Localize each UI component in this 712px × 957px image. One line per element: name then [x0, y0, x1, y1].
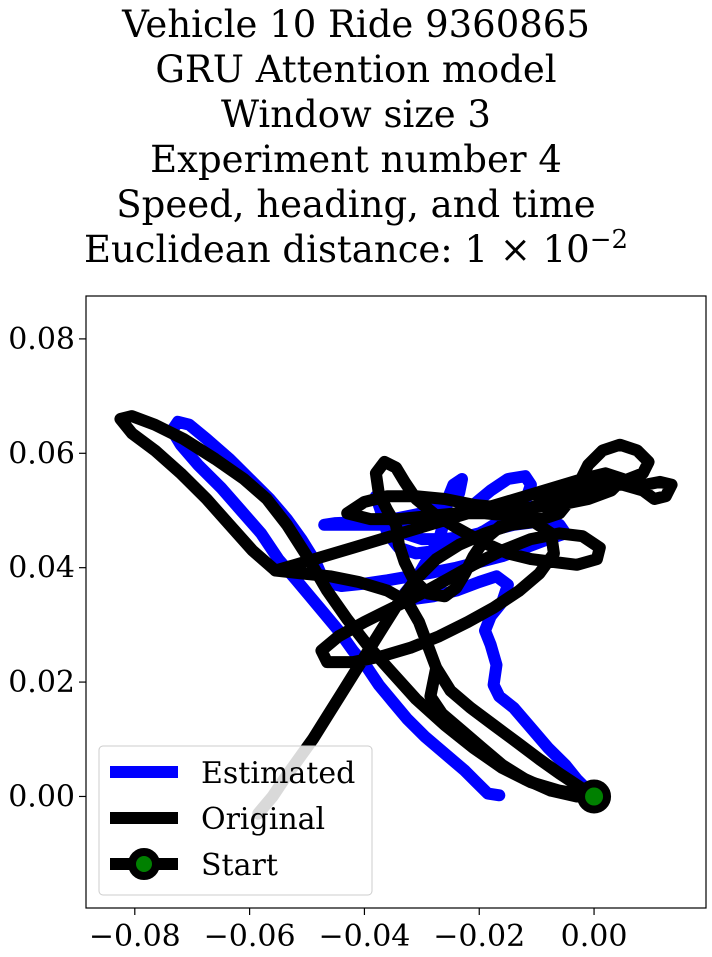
legend-start-marker [128, 848, 160, 880]
chart-title: Vehicle 10 Ride 9360865 GRU Attention mo… [0, 2, 712, 272]
y-tick-label: 0.06 [8, 436, 75, 471]
title-line-6: Euclidean distance: 1 × 10−2 [0, 227, 712, 272]
legend-label-estimated: Estimated [201, 756, 355, 791]
axis-ticks: −0.08 −0.06 −0.04 −0.02 0.00 0.00 0.02 0.04 0.06… [8, 322, 627, 954]
title-distance-text: Euclidean distance: 1 × 10 [83, 228, 590, 271]
title-line-1: Vehicle 10 Ride 9360865 [122, 3, 590, 46]
series-line-original [252, 438, 678, 820]
y-tick-label: 0.02 [8, 665, 75, 700]
legend-box [98, 745, 373, 896]
y-tick-label: 0.00 [8, 779, 75, 814]
plot-frame [85, 295, 707, 909]
title-line-4: Experiment number 4 [150, 138, 562, 181]
title-line-5: Speed, heading, and time [116, 183, 596, 226]
series-line-original-segment-b [114, 410, 601, 803]
title-line-2: GRU Attention model [155, 48, 557, 91]
series-layer [114, 410, 678, 820]
legend-label-start: Start [201, 848, 278, 883]
x-tick-label: −0.04 [318, 919, 410, 954]
y-tick-label: 0.04 [8, 551, 75, 586]
legend: Estimated Original Start [98, 745, 373, 896]
y-tick-label: 0.08 [8, 322, 75, 357]
legend-label-original: Original [201, 802, 325, 837]
x-tick-label: 0.00 [561, 919, 628, 954]
start-marker [577, 779, 612, 814]
title-distance-exponent: −2 [589, 225, 629, 255]
title-line-3: Window size 3 [221, 93, 491, 136]
x-tick-label: −0.06 [204, 919, 296, 954]
x-tick-label: −0.02 [433, 919, 525, 954]
x-tick-label: −0.08 [89, 919, 181, 954]
